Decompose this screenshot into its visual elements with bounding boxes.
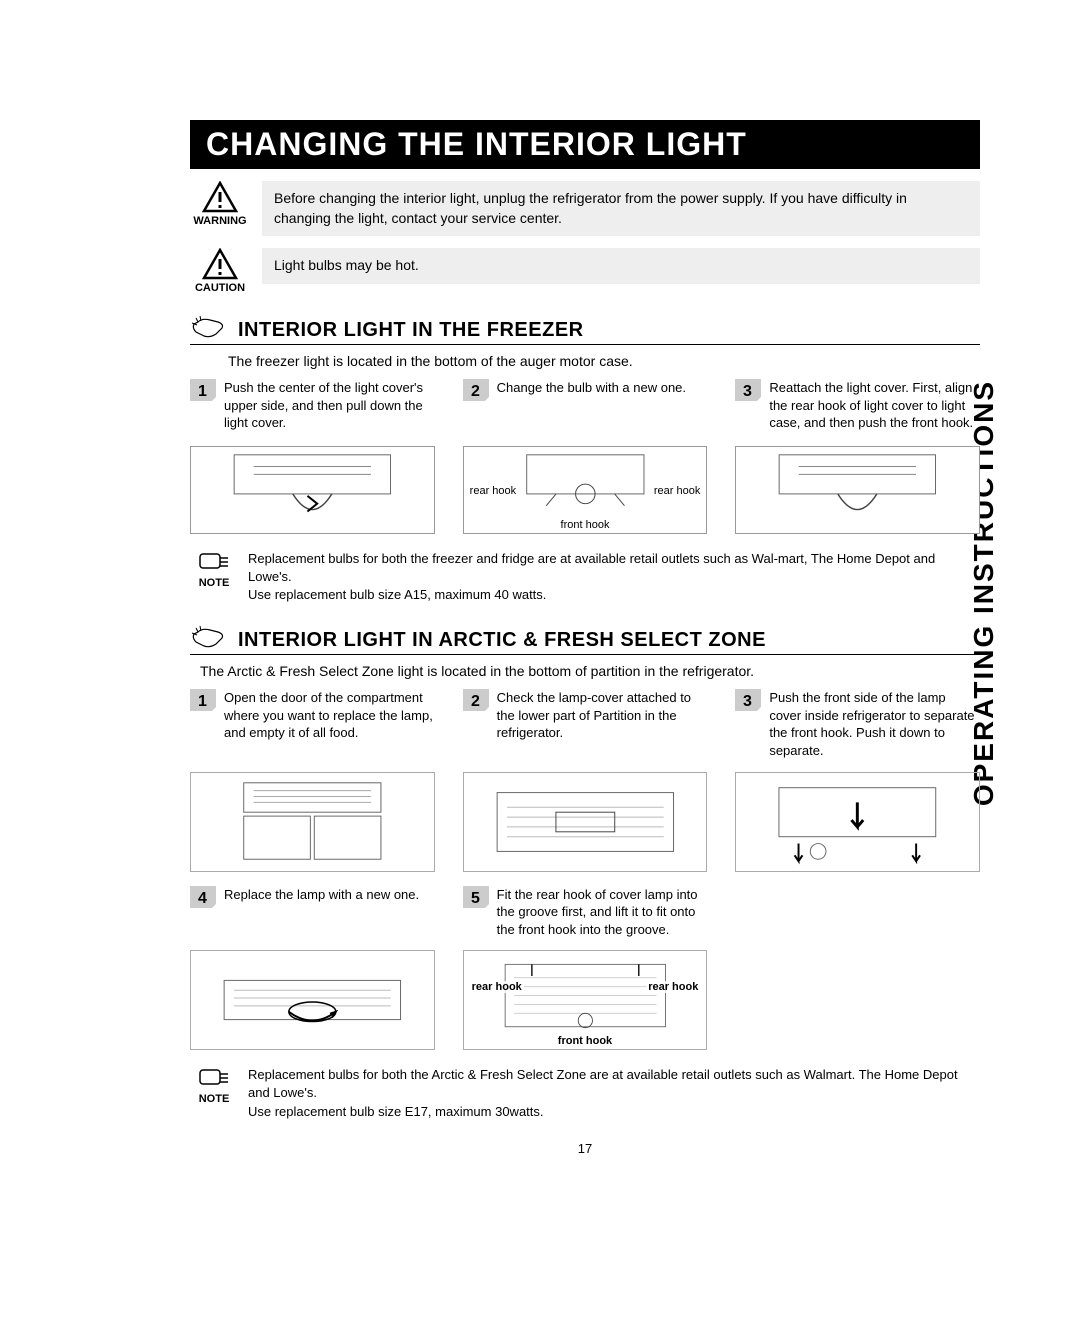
label-rear-hook-r: rear hook [646,981,700,993]
illustration [190,950,435,1050]
illustration: rear hook rear hook front hook [463,446,708,534]
step-number-icon: 1 [190,379,216,401]
label-rear-hook-r: rear hook [652,485,702,497]
illustration [735,772,980,872]
section1-head: INTERIOR LIGHT IN THE FREEZER [190,314,980,345]
caution-text: Light bulbs may be hot. [262,248,980,284]
warning-text: Before changing the interior light, unpl… [262,181,980,236]
section2-intro: The Arctic & Fresh Select Zone light is … [200,663,980,679]
warning-label: WARNING [190,215,250,227]
svg-text:5: 5 [471,890,480,907]
note-text: Replacement bulbs for both the Arctic & … [248,1066,980,1121]
warning-block: WARNING Before changing the interior lig… [190,181,980,236]
svg-text:2: 2 [471,383,480,400]
section1-note: NOTE Replacement bulbs for both the free… [190,550,980,605]
section2-illus-row1 [190,772,980,872]
section2-title: INTERIOR LIGHT IN ARCTIC & FRESH SELECT … [238,629,766,652]
step-text: Push the front side of the lamp cover in… [769,689,980,759]
step-text: Fit the rear hook of cover lamp into the… [497,886,708,939]
step-number-icon: 2 [463,689,489,711]
step-2: 2 Check the lamp-cover attached to the l… [463,689,708,759]
svg-text:3: 3 [743,693,752,710]
label-rear-hook-l: rear hook [470,981,524,993]
step-number-icon: 1 [190,689,216,711]
illustration: rear hook rear hook front hook [463,950,708,1050]
note-icon: NOTE [190,1066,238,1105]
step-text: Push the center of the light cover's upp… [224,379,435,432]
step-text: Open the door of the compartment where y… [224,689,435,759]
note-text: Replacement bulbs for both the freezer a… [248,550,980,605]
section1-illustrations: rear hook rear hook front hook [190,446,980,534]
caution-label: CAUTION [190,282,250,294]
step-3: 3 Reattach the light cover. First, align… [735,379,980,432]
note-icon: NOTE [190,550,238,589]
label-front-hook: front hook [559,519,612,531]
illustration [463,772,708,872]
step-text: Replace the lamp with a new one. [224,886,419,939]
section2-illus-row2: rear hook rear hook front hook [190,950,980,1050]
step-1: 1 Push the center of the light cover's u… [190,379,435,432]
label-rear-hook-l: rear hook [468,485,518,497]
svg-text:2: 2 [471,693,480,710]
svg-text:1: 1 [198,383,207,400]
step-1: 1 Open the door of the compartment where… [190,689,435,759]
step-number-icon: 3 [735,689,761,711]
illustration [190,772,435,872]
step-3: 3 Push the front side of the lamp cover … [735,689,980,759]
svg-text:4: 4 [198,890,207,907]
illustration [735,446,980,534]
caution-icon: CAUTION [190,248,250,294]
section2-note: NOTE Replacement bulbs for both the Arct… [190,1066,980,1121]
step-number-icon: 2 [463,379,489,401]
note-label: NOTE [190,577,238,589]
section1-steps: 1 Push the center of the light cover's u… [190,379,980,432]
step-4: 4 Replace the lamp with a new one. [190,886,435,939]
section2-head: INTERIOR LIGHT IN ARCTIC & FRESH SELECT … [190,624,980,655]
illustration [190,446,435,534]
note-label: NOTE [190,1093,238,1105]
label-front-hook: front hook [556,1035,614,1047]
section2-steps-row2: 4 Replace the lamp with a new one. 5 Fit… [190,886,980,939]
hand-icon [190,624,226,652]
caution-block: CAUTION Light bulbs may be hot. [190,248,980,294]
step-text: Change the bulb with a new one. [497,379,686,432]
svg-text:1: 1 [198,693,207,710]
step-number-icon: 5 [463,886,489,908]
step-number-icon: 4 [190,886,216,908]
section1-title: INTERIOR LIGHT IN THE FREEZER [238,319,584,342]
step-2: 2 Change the bulb with a new one. [463,379,708,432]
side-tab: OPERATING INSTRUCTIONS [968,380,1000,806]
svg-text:3: 3 [743,383,752,400]
step-text: Check the lamp-cover attached to the low… [497,689,708,759]
warning-icon: WARNING [190,181,250,227]
section1-intro: The freezer light is located in the bott… [228,353,980,369]
section2-steps-row1: 1 Open the door of the compartment where… [190,689,980,759]
page-number: 17 [190,1141,980,1156]
step-text: Reattach the light cover. First, align t… [769,379,980,432]
hand-icon [190,314,226,342]
page-title: CHANGING THE INTERIOR LIGHT [190,120,980,169]
step-5: 5 Fit the rear hook of cover lamp into t… [463,886,708,939]
step-number-icon: 3 [735,379,761,401]
